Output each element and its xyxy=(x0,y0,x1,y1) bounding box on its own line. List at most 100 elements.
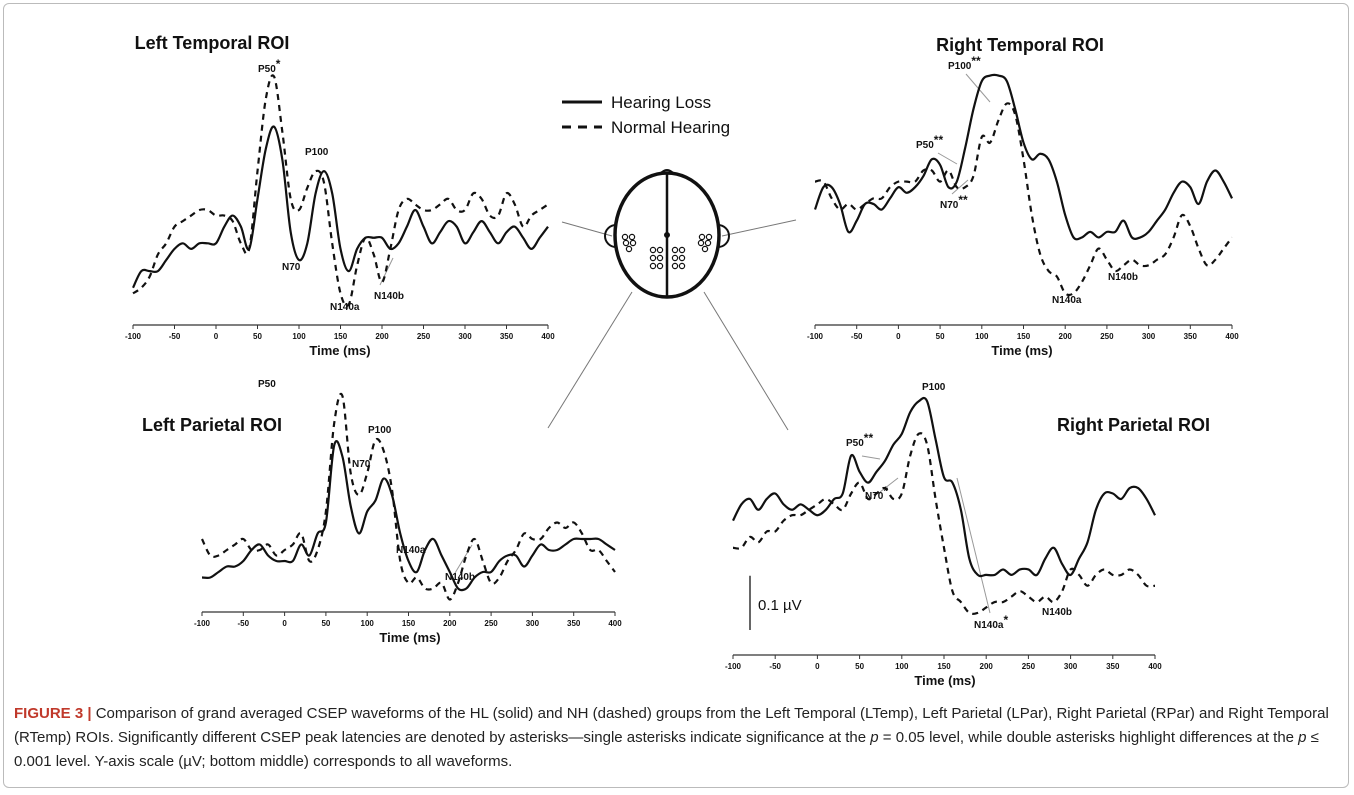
latency-guide xyxy=(862,456,880,459)
x-axis-label: Time (ms) xyxy=(309,343,370,358)
peak-name: N140a xyxy=(1052,295,1082,306)
panel-title: Left Temporal ROI xyxy=(135,33,290,53)
waveform xyxy=(133,75,548,306)
x-tick-label: 250 xyxy=(417,332,431,341)
x-tick-label: 150 xyxy=(937,662,951,671)
x-tick-label: 100 xyxy=(361,619,375,628)
peak-label: N140b xyxy=(445,572,475,583)
x-tick-label: 250 xyxy=(1100,332,1114,341)
x-axis-label: Time (ms) xyxy=(991,343,1052,358)
x-tick-label: -50 xyxy=(851,332,863,341)
x-tick-label: -50 xyxy=(169,332,181,341)
legend-label: Hearing Loss xyxy=(611,93,711,112)
peak-label: P50 xyxy=(258,379,276,390)
panel-title: Right Parietal ROI xyxy=(1057,415,1210,435)
x-tick-label: 200 xyxy=(980,662,994,671)
x-tick-label: 400 xyxy=(1225,332,1239,341)
figure-panels: Hearing Loss Normal Hearing Left Tempora… xyxy=(0,0,1354,700)
peak-name: P50 xyxy=(916,140,934,151)
x-tick-label: 200 xyxy=(443,619,457,628)
peak-label: P50* xyxy=(258,57,281,75)
scale-bar-label: 0.1 µV xyxy=(758,597,802,614)
x-axis-label: Time (ms) xyxy=(914,673,975,688)
peak-name: N140a xyxy=(330,302,360,313)
significance: * xyxy=(883,484,888,498)
peak-name: P100 xyxy=(948,61,972,72)
x-tick-label: 50 xyxy=(936,332,945,341)
x-tick-label: -100 xyxy=(725,662,742,671)
peak-label: N140b xyxy=(1042,607,1072,618)
peak-name: N140b xyxy=(1042,607,1072,618)
caption-text: = 0.05 level, while double asterisks hig… xyxy=(879,729,1299,746)
figure: Hearing Loss Normal Hearing Left Tempora… xyxy=(0,0,1354,795)
peak-name: N70 xyxy=(282,262,301,273)
peak-label: N140a* xyxy=(974,613,1008,631)
x-tick-label: 100 xyxy=(895,662,909,671)
head-diagram xyxy=(605,170,729,297)
peak-label: N140b xyxy=(374,291,404,302)
peak-label: N140b xyxy=(1108,272,1138,283)
peak-label: N70* xyxy=(865,484,888,502)
latency-guide xyxy=(938,153,957,164)
x-tick-label: -100 xyxy=(807,332,824,341)
x-tick-label: 250 xyxy=(484,619,498,628)
significance: * xyxy=(1003,613,1008,627)
peak-name: N70 xyxy=(865,491,884,502)
x-tick-label: 50 xyxy=(253,332,262,341)
x-tick-label: 250 xyxy=(1022,662,1036,671)
significance: ** xyxy=(971,54,981,68)
peak-label: P100 xyxy=(368,425,392,436)
peak-name: N140a xyxy=(396,545,426,556)
peak-name: N140a xyxy=(974,620,1004,631)
caption-italic: p xyxy=(870,729,878,746)
x-tick-label: 350 xyxy=(567,619,581,628)
x-tick-label: 300 xyxy=(1142,332,1156,341)
x-tick-label: 350 xyxy=(1184,332,1198,341)
caption-italic: p xyxy=(1298,729,1306,746)
peak-name: N70 xyxy=(940,200,959,211)
significance: ** xyxy=(934,133,944,147)
x-tick-label: 50 xyxy=(855,662,864,671)
significance: ** xyxy=(864,431,874,445)
x-tick-label: -50 xyxy=(769,662,781,671)
peak-label: N70 xyxy=(352,459,371,470)
peak-name: N140b xyxy=(374,291,404,302)
x-tick-label: 350 xyxy=(500,332,514,341)
peak-label: P100** xyxy=(948,54,981,72)
peak-name: P50 xyxy=(846,438,864,449)
x-tick-label: 150 xyxy=(334,332,348,341)
peak-name: N140b xyxy=(445,572,475,583)
x-tick-label: 0 xyxy=(815,662,820,671)
significance: * xyxy=(276,57,281,71)
x-tick-label: 300 xyxy=(458,332,472,341)
x-tick-label: 400 xyxy=(1148,662,1162,671)
x-tick-label: 100 xyxy=(975,332,989,341)
peak-name: P100 xyxy=(922,382,946,393)
x-tick-label: 300 xyxy=(1064,662,1078,671)
x-tick-label: 200 xyxy=(375,332,389,341)
x-tick-label: 50 xyxy=(321,619,330,628)
significance: ** xyxy=(958,193,968,207)
panel-title: Right Temporal ROI xyxy=(936,35,1104,55)
latency-guide xyxy=(957,478,990,613)
x-tick-label: 150 xyxy=(402,619,416,628)
peak-name: P50 xyxy=(258,379,276,390)
x-tick-label: 100 xyxy=(292,332,306,341)
x-tick-label: 350 xyxy=(1106,662,1120,671)
peak-name: P100 xyxy=(368,425,392,436)
x-tick-label: 0 xyxy=(282,619,287,628)
peak-name: N140b xyxy=(1108,272,1138,283)
x-tick-label: 300 xyxy=(526,619,540,628)
x-tick-label: -50 xyxy=(238,619,250,628)
peak-label: N140a xyxy=(330,302,360,313)
peak-name: P50 xyxy=(258,64,276,75)
peak-name: N70 xyxy=(352,459,371,470)
peak-label: N70** xyxy=(940,193,968,211)
x-tick-label: -100 xyxy=(194,619,211,628)
x-tick-label: -100 xyxy=(125,332,142,341)
caption-label: FIGURE 3 | xyxy=(14,705,92,722)
waveform xyxy=(202,441,615,590)
peak-label: P50** xyxy=(916,133,943,151)
panel-title: Left Parietal ROI xyxy=(142,415,282,435)
caption: FIGURE 3 | Comparison of grand averaged … xyxy=(14,702,1339,774)
